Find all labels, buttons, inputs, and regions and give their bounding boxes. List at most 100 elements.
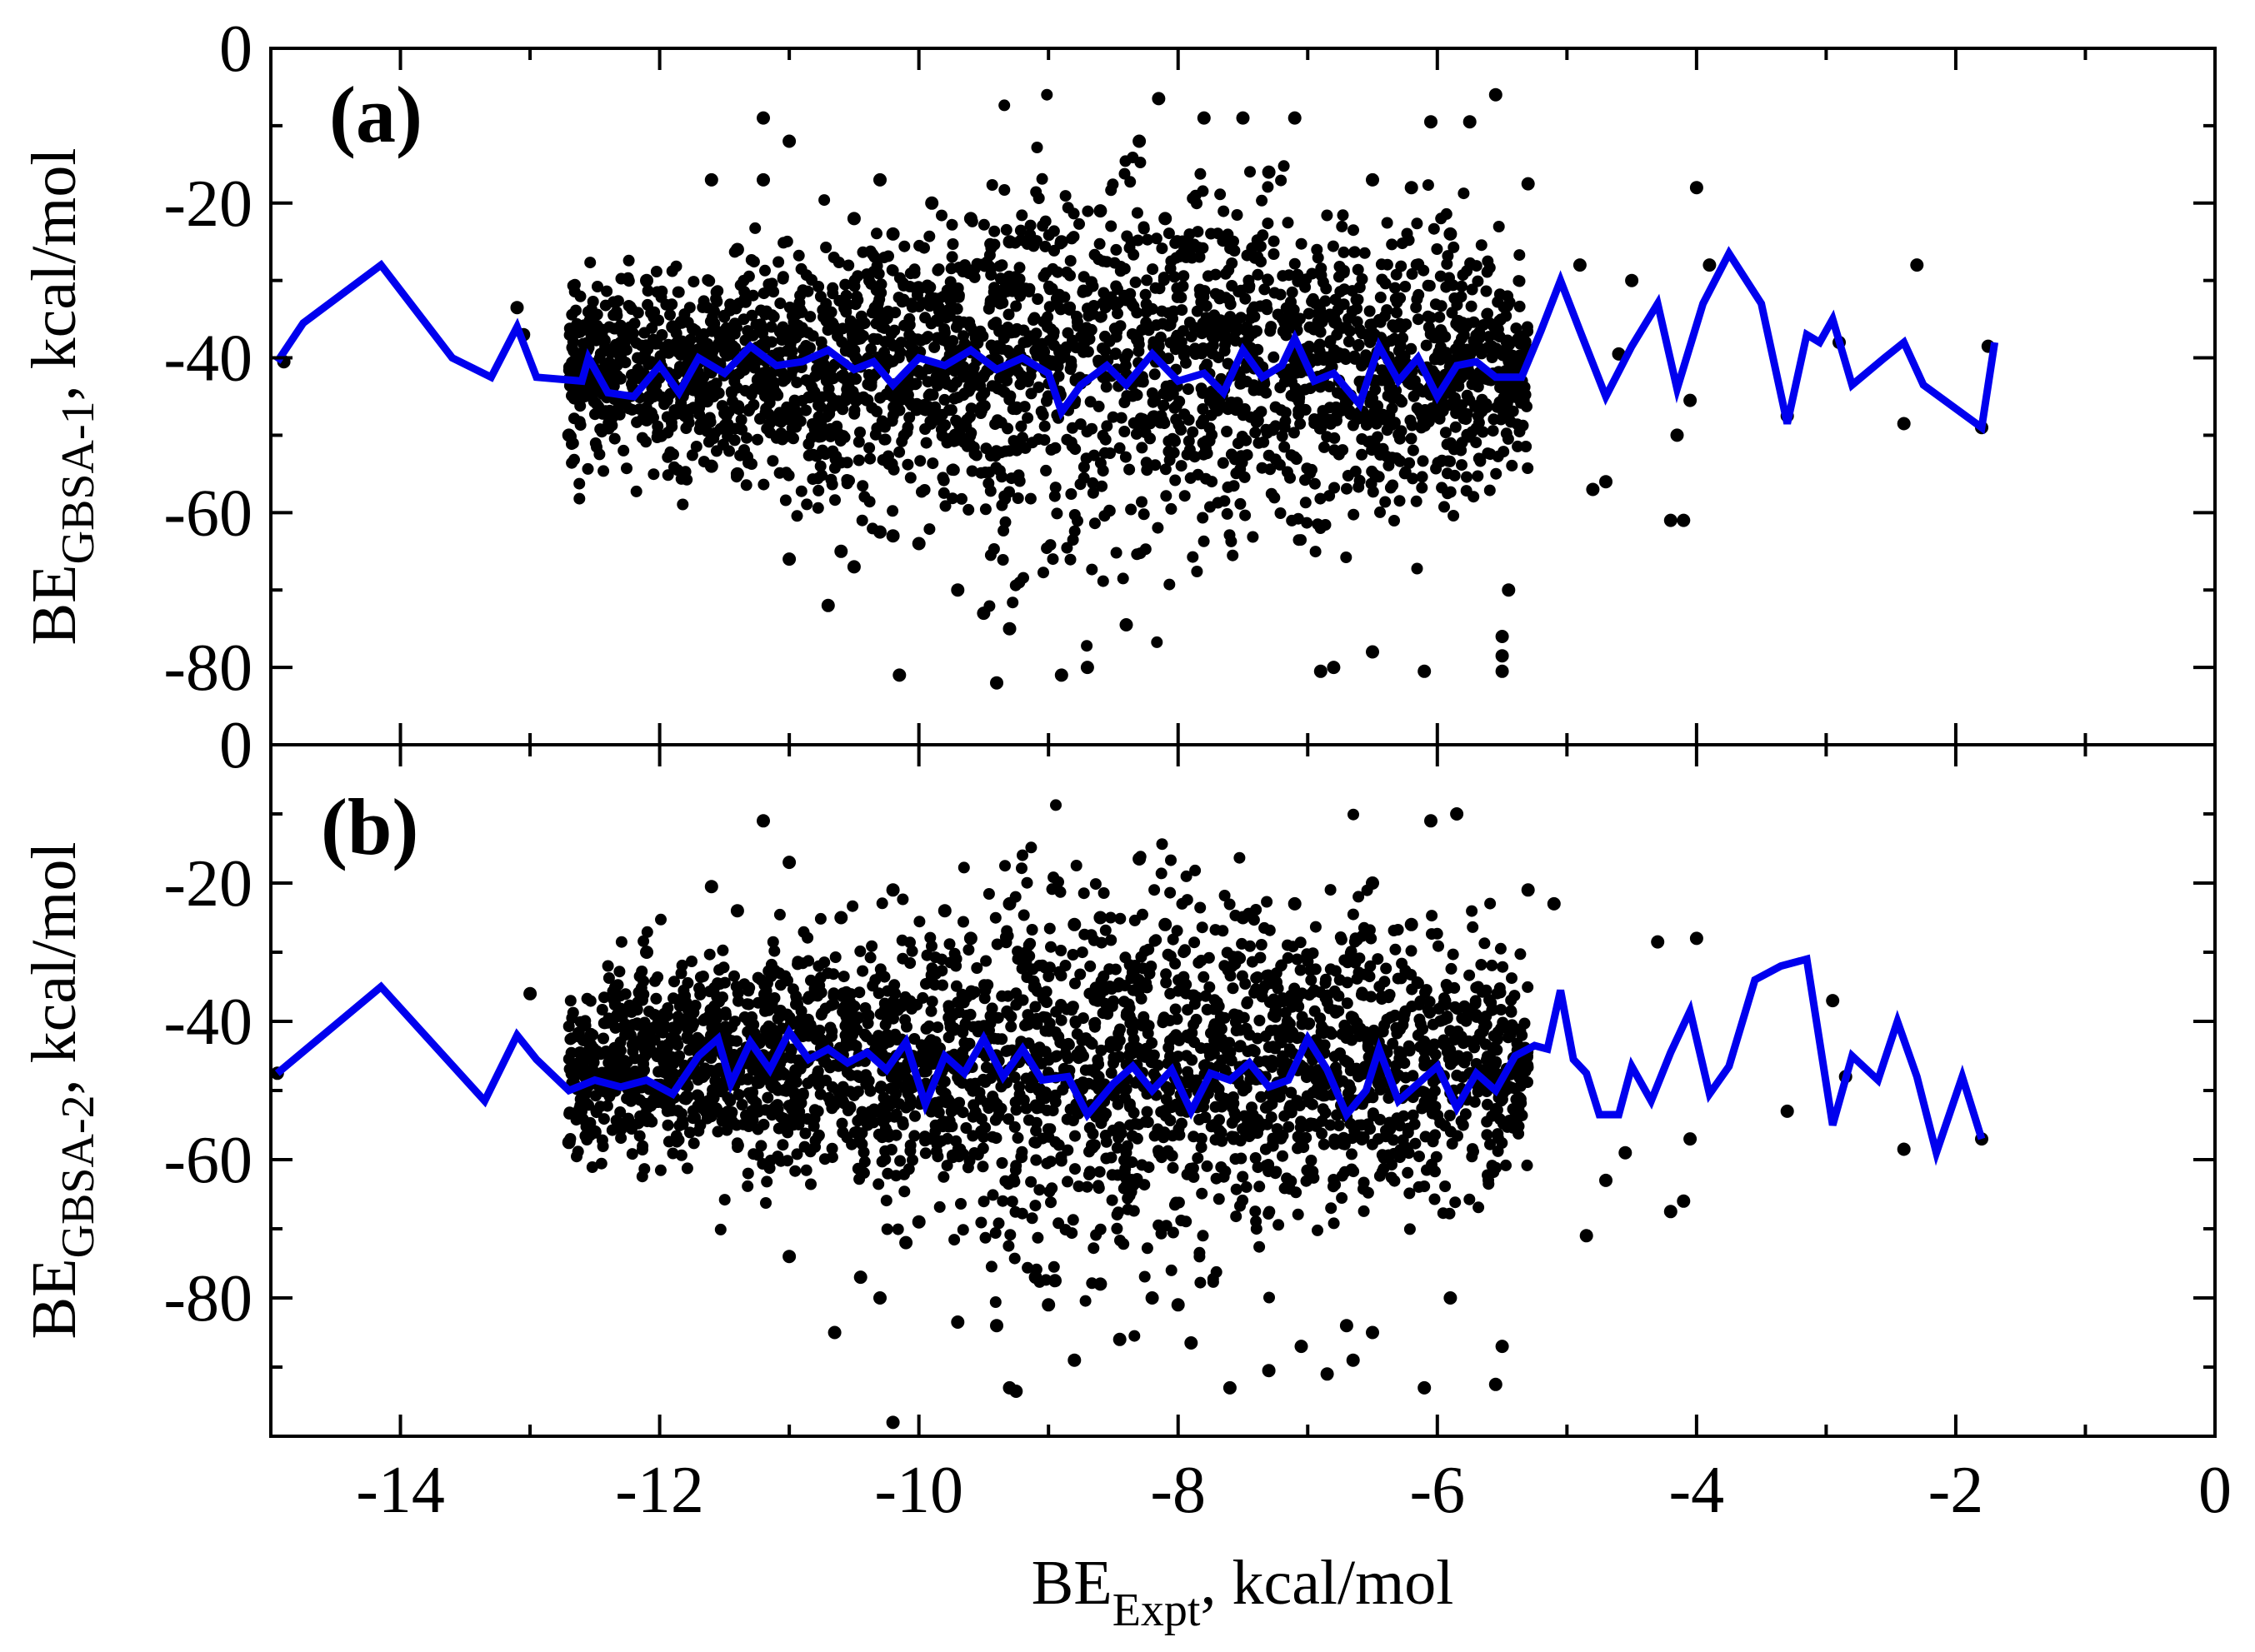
cloud-point	[1249, 1205, 1262, 1218]
cloud-point	[948, 392, 961, 405]
cloud-point	[612, 979, 624, 991]
data-point	[951, 583, 965, 597]
panel-a-ylabel-sub: GBSA-1	[52, 401, 104, 564]
cloud-point	[1069, 1163, 1081, 1175]
cloud-point	[1139, 427, 1152, 439]
cloud-point	[1158, 272, 1170, 284]
data-point	[1366, 645, 1379, 659]
cloud-point	[936, 209, 948, 222]
cloud-point	[1269, 401, 1282, 413]
data-point	[847, 560, 861, 574]
cloud-point	[648, 468, 660, 481]
cloud-point	[1230, 1210, 1242, 1223]
cloud-point	[1258, 283, 1271, 296]
cloud-point	[1309, 297, 1322, 310]
cloud-point	[1078, 327, 1090, 340]
cloud-point	[800, 1164, 812, 1176]
cloud-point	[1315, 262, 1328, 275]
cloud-point	[982, 477, 995, 490]
cloud-point	[950, 415, 962, 427]
cloud-point	[1428, 1193, 1441, 1205]
cloud-point	[989, 1296, 1002, 1308]
cloud-point	[1147, 263, 1159, 276]
cloud-point	[1295, 1115, 1308, 1128]
data-point	[704, 459, 718, 473]
cloud-point	[1134, 157, 1147, 168]
cloud-point	[804, 342, 816, 354]
cloud-point	[779, 373, 792, 386]
cloud-point	[619, 357, 632, 369]
cloud-point	[819, 427, 832, 440]
cloud-point	[1087, 307, 1099, 320]
cloud-point	[975, 401, 988, 413]
cloud-point	[837, 1126, 849, 1139]
cloud-point	[768, 311, 780, 323]
cloud-point	[912, 333, 924, 346]
cloud-point	[748, 382, 761, 395]
cloud-point	[1301, 948, 1313, 961]
cloud-point	[1015, 369, 1028, 382]
cloud-point	[1254, 951, 1267, 964]
cloud-point	[1412, 1180, 1425, 1193]
cloud-point	[1290, 453, 1302, 465]
data-point	[588, 382, 602, 396]
cloud-point	[1120, 1146, 1132, 1159]
cloud-point	[1125, 503, 1138, 516]
cloud-point	[627, 374, 639, 387]
cloud-point	[921, 949, 933, 961]
cloud-point	[1394, 340, 1407, 352]
cloud-point	[693, 402, 706, 414]
cloud-point	[1356, 448, 1368, 461]
cloud-point	[772, 256, 785, 268]
cloud-point	[920, 437, 932, 449]
cloud-point	[948, 1234, 961, 1246]
cloud-point	[1128, 300, 1140, 312]
cloud-point	[1475, 239, 1488, 252]
cloud-point	[590, 1106, 602, 1119]
data-point	[963, 212, 978, 226]
cloud-point	[1318, 354, 1330, 367]
cloud-point	[812, 1073, 825, 1086]
cloud-point	[938, 474, 950, 487]
cloud-point	[619, 336, 632, 348]
cloud-point	[1218, 205, 1230, 217]
cloud-point	[806, 381, 818, 393]
cloud-point	[1252, 268, 1264, 281]
cloud-point	[871, 227, 882, 240]
cloud-point	[794, 289, 807, 302]
cloud-point	[1483, 262, 1496, 274]
cloud-point	[1045, 1196, 1057, 1209]
data-point	[562, 428, 576, 442]
cloud-point	[1501, 397, 1513, 410]
cloud-point	[1043, 922, 1056, 935]
cloud-point	[1240, 434, 1252, 447]
cloud-point	[1324, 884, 1337, 896]
cloud-point	[1032, 1231, 1044, 1244]
cloud-point	[1138, 222, 1150, 235]
cloud-point	[748, 1148, 760, 1160]
cloud-point	[1182, 435, 1195, 447]
cloud-point	[1438, 501, 1450, 513]
cloud-point	[633, 1130, 646, 1142]
cloud-point	[566, 457, 578, 469]
cloud-point	[1044, 283, 1056, 296]
cloud-point	[668, 976, 680, 988]
cloud-point	[1502, 432, 1514, 445]
cloud-point	[951, 302, 963, 315]
cloud-point	[718, 1194, 731, 1206]
cloud-point	[1472, 1201, 1485, 1214]
cloud-point	[944, 276, 957, 288]
cloud-point	[1405, 432, 1418, 445]
cloud-point	[1451, 315, 1463, 327]
cloud-point	[1512, 440, 1524, 452]
cloud-point	[790, 332, 802, 344]
cloud-point	[1194, 167, 1207, 180]
cloud-point	[1417, 455, 1429, 467]
cloud-point	[1309, 921, 1322, 933]
cloud-point	[1002, 308, 1015, 321]
cloud-point	[937, 979, 948, 991]
cloud-point	[1112, 1206, 1124, 1219]
cloud-point	[841, 477, 853, 490]
data-point	[1418, 664, 1432, 678]
